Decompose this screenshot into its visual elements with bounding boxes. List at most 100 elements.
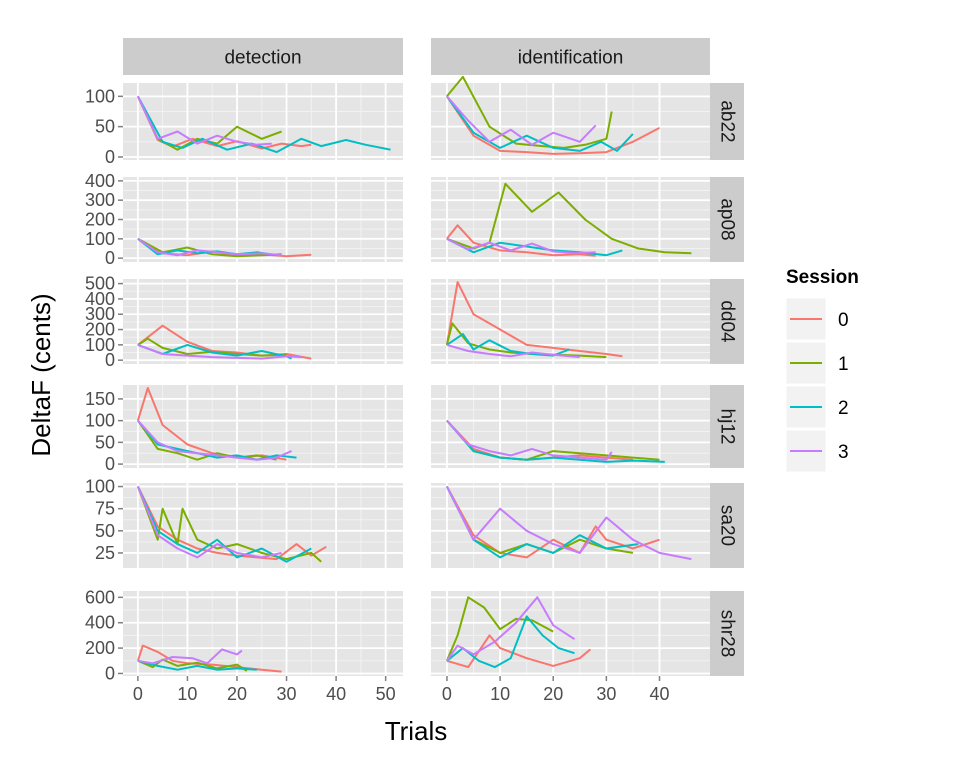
- series-line-identification-ap08-session-3: [446, 237, 596, 255]
- x-tick-label: 50: [376, 684, 396, 704]
- y-tick-label: 100: [85, 411, 115, 431]
- y-tick-label: 200: [85, 638, 115, 658]
- strip-label: sa20: [717, 505, 738, 546]
- strip-background: [710, 385, 744, 468]
- y-tick-label: 0: [105, 248, 115, 268]
- x-tick-label: 20: [227, 684, 247, 704]
- strip-label: ab22: [717, 100, 738, 142]
- y-tick-label: 50: [95, 117, 115, 137]
- y-tick-label: 75: [95, 499, 115, 519]
- legend: Session 0 1 2 3: [785, 267, 859, 473]
- y-tick-label: 0: [105, 454, 115, 474]
- panel-background: [431, 591, 710, 676]
- legend-entry-3: 3: [785, 429, 849, 473]
- y-tick-label: 0: [105, 350, 115, 370]
- series-line-identification-ab22-session-0: [446, 95, 660, 155]
- series-line-detection-shr28-session-2: [137, 659, 257, 671]
- legend-label: 1: [838, 354, 849, 375]
- y-tick-label: 200: [85, 210, 115, 230]
- strip-background: [710, 279, 744, 364]
- strip-label: detection: [224, 48, 301, 69]
- y-tick-label: 200: [85, 320, 115, 340]
- y-tick-label: 600: [85, 587, 115, 607]
- legend-label: 0: [838, 310, 849, 331]
- y-tick-label: 100: [85, 477, 115, 497]
- x-tick-label: 10: [490, 684, 510, 704]
- series-line-detection-hj12-session-3: [137, 419, 292, 461]
- series-line-identification-sa20-session-3: [446, 486, 692, 561]
- strip-background: [710, 177, 744, 262]
- series-line-detection-dd04-session-3: [137, 343, 302, 360]
- series-line-identification-ab22-session-1: [446, 75, 613, 149]
- y-tick-label: 300: [85, 190, 115, 210]
- y-tick-label: 500: [85, 274, 115, 294]
- series-line-detection-hj12-session-1: [137, 420, 277, 461]
- y-axis-title: DeltaF (cents): [26, 293, 56, 456]
- strip-right-shr28: shr28: [710, 591, 744, 676]
- series-line-identification-hj12-session-2: [446, 419, 665, 463]
- x-tick-label: 20: [543, 684, 563, 704]
- x-tick-label: 30: [277, 684, 297, 704]
- strip-label: identification: [518, 48, 624, 69]
- series-line-detection-ap08-session-3: [137, 237, 282, 257]
- series-line-identification-hj12-session-3: [446, 419, 613, 461]
- y-tick-label: 50: [95, 432, 115, 452]
- y-tick-label: 300: [85, 304, 115, 324]
- series-line-identification-dd04-session-0: [445, 281, 623, 358]
- y-tick-label: 150: [85, 389, 115, 409]
- series-line-detection-ab22-session-3: [136, 95, 272, 146]
- strip-label: shr28: [717, 610, 738, 658]
- y-tick-label: 25: [95, 543, 115, 563]
- strip-background: [710, 83, 744, 160]
- legend-title: Session: [786, 267, 859, 288]
- series-line-detection-sa20-session-2: [136, 486, 312, 563]
- y-axes: 0501000100200300400010020030040050005010…: [85, 86, 123, 683]
- y-tick-label: 50: [95, 521, 115, 541]
- y-tick-label: 0: [105, 663, 115, 683]
- legend-entry-1: 1: [785, 341, 849, 385]
- panel-detection-sa20: [123, 483, 403, 568]
- x-tick-label: 0: [442, 684, 452, 704]
- strip-label: hj12: [717, 409, 738, 445]
- panel-identification-hj12: [431, 385, 710, 468]
- strip-background: [710, 483, 744, 568]
- strip-background: [431, 38, 710, 75]
- legend-entry-2: 2: [785, 385, 849, 429]
- x-axes: 0 10 20 30 40 50 0 10 20 30 40: [133, 676, 670, 704]
- panel-identification-dd04: [431, 279, 710, 364]
- y-tick-label: 100: [85, 86, 115, 106]
- series-line-detection-sa20-session-1: [136, 486, 322, 563]
- strip-label: ap08: [717, 198, 738, 240]
- panel-detection-shr28: [123, 591, 403, 676]
- x-axis-title: Trials: [385, 716, 448, 746]
- strip-right-ap08: ap08: [710, 177, 744, 262]
- panel-detection-hj12: [123, 385, 403, 468]
- y-axis-shr28: 0 200 400 600: [85, 587, 123, 683]
- y-tick-label: 400: [85, 289, 115, 309]
- x-tick-label: 30: [596, 684, 616, 704]
- x-tick-label: 40: [326, 684, 346, 704]
- x-tick-label: 0: [133, 684, 143, 704]
- legend-label: 3: [838, 442, 849, 463]
- panel-detection-dd04: [123, 279, 403, 364]
- x-tick-label: 40: [649, 684, 669, 704]
- series-line-identification-sa20-session-2: [446, 486, 639, 559]
- y-tick-label: 100: [85, 229, 115, 249]
- series-line-identification-ap08-session-0: [446, 224, 596, 257]
- series-line-detection-dd04-session-2: [137, 343, 292, 360]
- strip-right-dd04: dd04: [710, 279, 744, 364]
- series-line-detection-ab22-session-2: [137, 95, 391, 154]
- series-line-identification-ab22-session-3: [446, 95, 597, 146]
- strip-right-hj12: hj12: [710, 385, 744, 468]
- y-tick-label: 400: [85, 613, 115, 633]
- legend-entry-0: 0: [785, 297, 849, 341]
- panel-detection-ap08: [123, 177, 403, 262]
- strip-right-ab22: ab22: [710, 83, 744, 160]
- legend-label: 2: [838, 398, 849, 419]
- y-tick-label: 100: [85, 335, 115, 355]
